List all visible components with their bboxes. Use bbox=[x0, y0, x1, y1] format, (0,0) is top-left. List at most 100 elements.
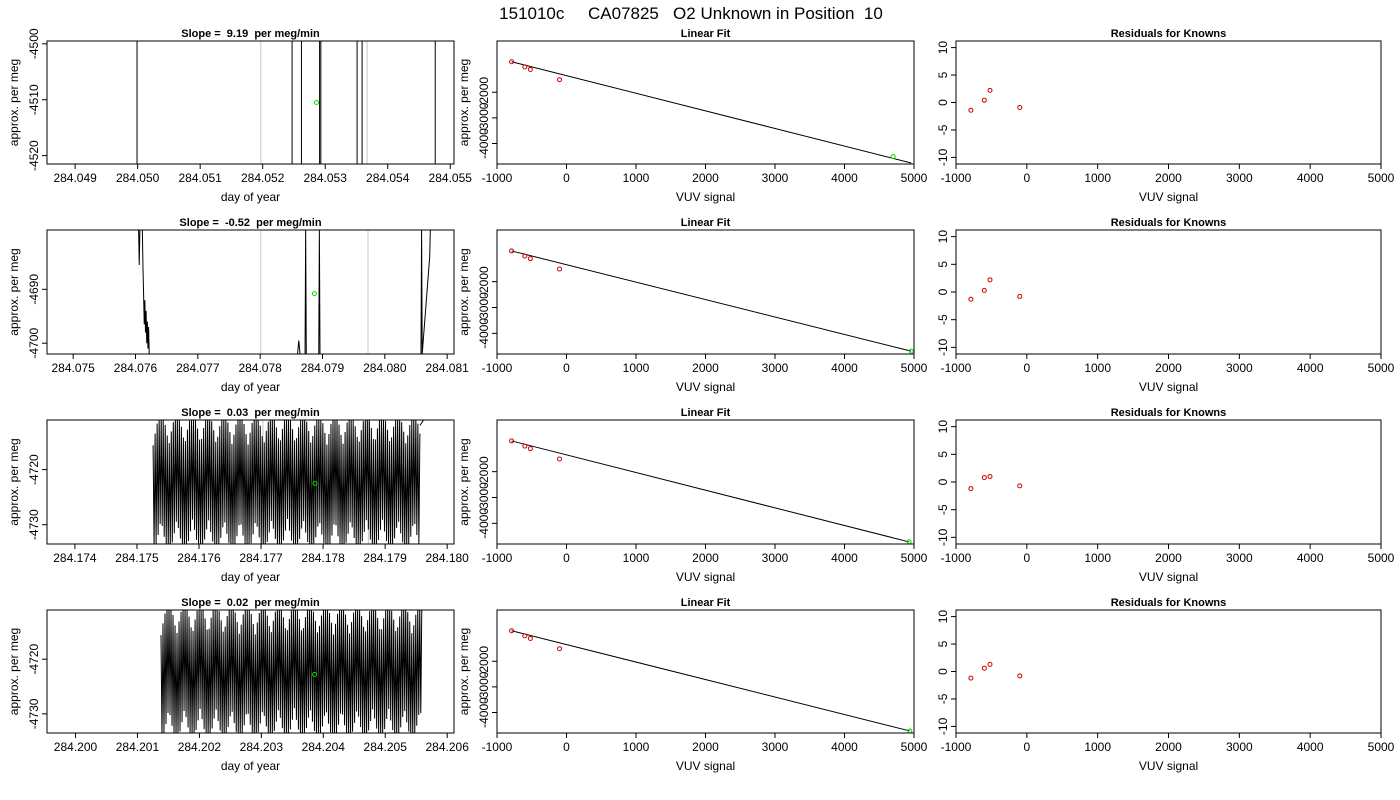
linear-fit-panel: Linear Fit -1000 0 1000 2000 3000 4000 5000 -200… bbox=[457, 597, 928, 773]
y-tick-label: -5 bbox=[936, 124, 950, 135]
x-axis-label: day of year bbox=[221, 380, 280, 394]
panel-title: Residuals for Knowns bbox=[1111, 217, 1227, 229]
x-tick-label: 5000 bbox=[901, 740, 928, 754]
x-tick-label: 284.052 bbox=[241, 171, 285, 185]
y-axis-label: approx. per meg bbox=[7, 628, 21, 715]
panel-title: Residuals for Knowns bbox=[1111, 407, 1227, 419]
x-tick-label: 284.076 bbox=[114, 361, 158, 375]
trace-plot-area bbox=[152, 420, 425, 544]
fit-line bbox=[511, 630, 910, 732]
y-tick-label: -3000 bbox=[477, 292, 491, 323]
y-tick-label: -2000 bbox=[477, 77, 491, 108]
unknown-sample-point bbox=[313, 100, 319, 105]
known-standard-point bbox=[557, 456, 563, 462]
panel-title: Linear Fit bbox=[681, 217, 731, 229]
y-tick-label: 0 bbox=[936, 478, 950, 485]
known-standard-point bbox=[557, 266, 563, 272]
y-tick-label: 10 bbox=[936, 610, 950, 624]
known-standard-point bbox=[509, 59, 515, 65]
fit-line bbox=[511, 250, 912, 352]
known-standard-point bbox=[557, 646, 563, 652]
y-tick-label: 0 bbox=[936, 99, 950, 106]
y-tick-label: -5 bbox=[936, 504, 950, 515]
x-axis-label: VUV signal bbox=[1139, 570, 1198, 584]
plot-frame bbox=[955, 229, 1382, 355]
fit-line bbox=[511, 61, 912, 164]
y-tick-label: -5 bbox=[936, 693, 950, 704]
panel-row-1: Slope = 9.19 per meg/min 284.049 284.050 28… bbox=[7, 28, 1395, 204]
panel-title: Slope = 0.02 per meg/min bbox=[181, 597, 320, 609]
residual-point bbox=[987, 473, 993, 479]
x-tick-label: 284.054 bbox=[366, 171, 410, 185]
trace-panel: Slope = 0.03 per meg/min 284.174 284.175 28… bbox=[7, 407, 469, 584]
x-tick-label: 2000 bbox=[1155, 361, 1182, 375]
residual-plot-area bbox=[968, 87, 1023, 113]
residuals-panel: Residuals for Knowns -1000 0 1000 2000 3000 40… bbox=[936, 217, 1395, 394]
x-tick-label: 0 bbox=[1023, 740, 1030, 754]
known-standard-point bbox=[522, 253, 528, 259]
residual-point bbox=[987, 661, 993, 667]
x-tick-label: 3000 bbox=[1226, 171, 1253, 185]
residual-point bbox=[981, 475, 987, 481]
y-tick-label: -4730 bbox=[27, 509, 41, 540]
x-tick-label: 2000 bbox=[1155, 171, 1182, 185]
y-tick-label: -4520 bbox=[27, 140, 41, 171]
panel-title: Slope = 9.19 per meg/min bbox=[181, 28, 320, 40]
x-tick-label: 3000 bbox=[762, 171, 789, 185]
residual-point bbox=[987, 277, 993, 283]
y-tick-label: 10 bbox=[936, 230, 950, 244]
known-standard-point bbox=[522, 443, 528, 449]
x-tick-label: 5000 bbox=[901, 551, 928, 565]
residuals-panel: Residuals for Knowns -1000 0 1000 2000 3000 40… bbox=[936, 597, 1395, 773]
y-tick-label: -10 bbox=[936, 338, 950, 356]
trace-panel: Slope = 0.02 per meg/min 284.200 284.201 28… bbox=[7, 597, 469, 773]
x-tick-label: 0 bbox=[563, 361, 570, 375]
residual-plot-area bbox=[968, 473, 1023, 492]
x-axis-label: VUV signal bbox=[676, 570, 735, 584]
y-tick-label: -4700 bbox=[27, 328, 41, 359]
residual-point bbox=[968, 296, 974, 302]
y-tick-label: -3000 bbox=[477, 671, 491, 702]
plot-frame bbox=[46, 609, 455, 734]
x-tick-label: 3000 bbox=[762, 740, 789, 754]
linear-fit-panel: Linear Fit -1000 0 1000 2000 3000 4000 5000 -200… bbox=[457, 407, 928, 584]
trace-panel: Slope = 9.19 per meg/min 284.049 284.050 28… bbox=[7, 28, 472, 204]
x-tick-label: 284.051 bbox=[178, 171, 222, 185]
x-axis-label: day of year bbox=[221, 570, 280, 584]
known-standard-point bbox=[509, 438, 515, 444]
panel-title: Linear Fit bbox=[681, 407, 731, 419]
residual-plot-area bbox=[968, 277, 1023, 302]
x-tick-label: 284.179 bbox=[363, 551, 407, 565]
x-tick-label: 3000 bbox=[1226, 551, 1253, 565]
y-tick-label: 5 bbox=[936, 261, 950, 268]
x-tick-label: 0 bbox=[563, 740, 570, 754]
known-standard-point bbox=[509, 248, 515, 254]
figure-title: 151010c CA07825 O2 Unknown in Position 1… bbox=[499, 4, 883, 23]
y-tick-label: -2000 bbox=[477, 646, 491, 677]
x-tick-label: 284.205 bbox=[364, 740, 408, 754]
plot-frame bbox=[955, 609, 1382, 734]
x-tick-label: 284.055 bbox=[429, 171, 473, 185]
unknown-sample-point bbox=[890, 154, 896, 160]
x-tick-label: 2000 bbox=[692, 171, 719, 185]
residual-point bbox=[1017, 293, 1023, 299]
x-tick-label: -1000 bbox=[941, 551, 972, 565]
unknown-sample-point bbox=[908, 348, 914, 354]
x-tick-label: 1000 bbox=[1084, 551, 1111, 565]
known-standard-point bbox=[522, 64, 528, 70]
y-tick-label: -4000 bbox=[477, 508, 491, 539]
trace-line bbox=[138, 230, 431, 354]
plot-frame bbox=[46, 419, 455, 545]
x-tick-label: 5000 bbox=[1368, 361, 1395, 375]
trace-plot-area bbox=[138, 230, 431, 354]
known-standard-point bbox=[527, 446, 533, 452]
x-tick-label: 1000 bbox=[623, 361, 650, 375]
x-tick-label: 2000 bbox=[1155, 551, 1182, 565]
x-tick-label: 4000 bbox=[831, 551, 858, 565]
x-tick-label: 4000 bbox=[1297, 171, 1324, 185]
x-axis-label: VUV signal bbox=[676, 759, 735, 773]
y-axis-label: approx. per meg bbox=[7, 248, 21, 335]
panel-row-4: Slope = 0.02 per meg/min 284.200 284.201 28… bbox=[7, 597, 1395, 773]
y-axis-label: approx. per meg bbox=[7, 438, 21, 525]
